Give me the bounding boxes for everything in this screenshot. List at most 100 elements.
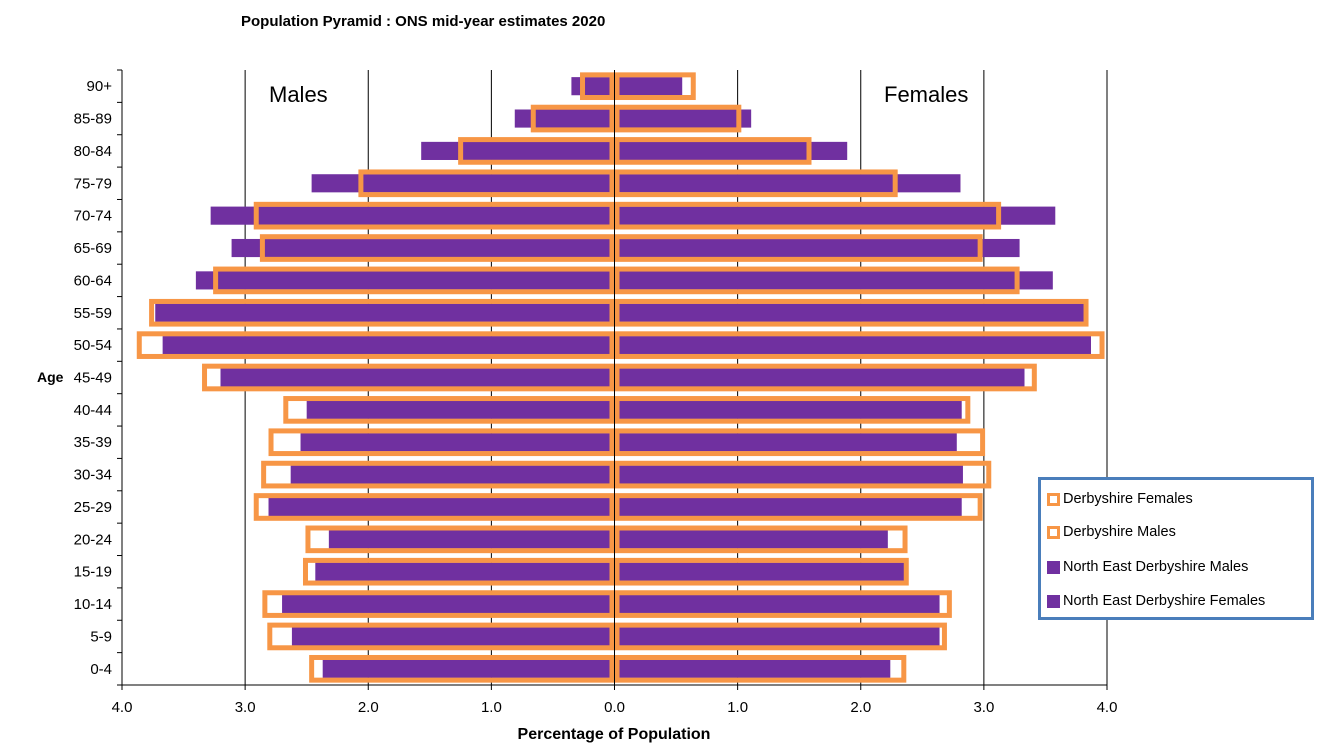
chart-legend: Derbyshire Females Derbyshire Males Nort… [1038, 477, 1314, 620]
bar-ne-males [421, 141, 615, 160]
legend-label: North East Derbyshire Females [1063, 593, 1266, 609]
legend-item-derbyshire-females: Derbyshire Females [1047, 488, 1193, 510]
bar-derbyshire-males [283, 396, 615, 424]
bar-ne-males [322, 659, 615, 678]
bar-ne-females [614, 595, 940, 614]
north-east-derbyshire-bars [155, 77, 1091, 678]
legend-swatch-fill-icon [1047, 560, 1060, 574]
bar-derbyshire-females [614, 525, 908, 554]
bar-derbyshire-males [580, 72, 615, 101]
bar-ne-males [282, 595, 615, 614]
derbyshire-outline-bars [136, 72, 1105, 683]
age-category-label: 5-9 [90, 628, 112, 645]
bar-ne-females [614, 562, 908, 581]
x-tick-label: 3.0 [235, 699, 256, 716]
bar-derbyshire-females [614, 234, 983, 262]
legend-label: Derbyshire Females [1063, 491, 1193, 507]
bar-derbyshire-females [614, 654, 907, 683]
bar-derbyshire-males [259, 234, 615, 262]
bar-ne-females [614, 271, 1053, 290]
bar-derbyshire-males [262, 590, 615, 618]
bar-ne-males [231, 238, 615, 258]
bar-derbyshire-females [614, 590, 952, 618]
x-tick-label: 2.0 [850, 699, 871, 716]
age-category-label: 60-64 [74, 272, 112, 289]
legend-item-ne-derbyshire-females: North East Derbyshire Females [1047, 590, 1265, 612]
bar-derbyshire-males [136, 331, 615, 359]
age-category-label: 50-54 [74, 337, 112, 354]
age-category-label: 75-79 [74, 175, 112, 192]
bar-ne-females [614, 336, 1091, 355]
x-tick-label: 4.0 [1097, 699, 1118, 716]
legend-swatch-outline-icon [1047, 492, 1060, 506]
bar-ne-males [210, 206, 615, 225]
bar-derbyshire-females [614, 201, 1002, 230]
bar-derbyshire-females [614, 460, 992, 489]
age-category-label: 90+ [87, 78, 113, 95]
bar-ne-females [614, 303, 1085, 322]
bar-derbyshire-males [305, 525, 615, 554]
bar-derbyshire-males [530, 104, 615, 133]
bar-derbyshire-males [268, 428, 615, 457]
bar-ne-females [614, 433, 957, 452]
legend-item-ne-derbyshire-males: North East Derbyshire Males [1047, 556, 1248, 578]
legend-label: North East Derbyshire Males [1063, 559, 1249, 575]
bar-ne-males [155, 303, 615, 322]
bar-derbyshire-females [614, 104, 742, 133]
bar-derbyshire-males [213, 266, 615, 295]
age-category-label: 70-74 [74, 208, 112, 225]
age-category-label: 55-59 [74, 305, 112, 322]
bar-ne-females [614, 174, 961, 193]
bar-derbyshire-females [614, 169, 898, 198]
axes: 4.0 3.0 2.0 1.0 0.0 1.0 2.0 3.0 4.0 90+ 85-89 80-84… [74, 69, 1118, 716]
bar-ne-females [614, 77, 683, 96]
bar-derbyshire-females [614, 331, 1105, 359]
bar-ne-females [614, 368, 1025, 387]
bar-derbyshire-females [614, 298, 1089, 327]
bar-ne-males [290, 465, 615, 484]
bar-ne-females [614, 627, 940, 646]
legend-swatch-fill-icon [1047, 594, 1060, 608]
bar-ne-females [614, 465, 963, 484]
legend-item-derbyshire-males: Derbyshire Males [1047, 521, 1176, 543]
bar-ne-males [311, 174, 615, 193]
bar-derbyshire-males [302, 557, 615, 586]
age-category-label: 65-69 [74, 240, 112, 257]
age-category-label: 85-89 [74, 111, 112, 128]
bar-derbyshire-females [614, 493, 983, 521]
bar-ne-males [300, 433, 615, 452]
age-category-label: 25-29 [74, 499, 112, 516]
bar-derbyshire-males [458, 137, 615, 165]
bar-ne-males [291, 627, 615, 646]
bar-derbyshire-females [614, 363, 1037, 392]
bar-derbyshire-males [149, 298, 615, 327]
bar-ne-males [162, 336, 615, 355]
bar-derbyshire-males [261, 460, 615, 489]
bar-ne-females [614, 109, 752, 128]
bar-ne-females [614, 206, 1056, 225]
bar-ne-males [571, 77, 615, 96]
bar-ne-males [315, 562, 615, 581]
bar-ne-females [614, 238, 1020, 258]
bar-ne-males [306, 400, 615, 419]
bar-ne-males [328, 530, 615, 549]
bar-ne-males [268, 497, 615, 517]
females-side-label: Females [884, 82, 968, 107]
bar-derbyshire-males [202, 363, 615, 392]
age-category-label: 45-49 [74, 370, 112, 387]
x-tick-label: 1.0 [481, 699, 502, 716]
x-tick-label: 1.0 [727, 699, 748, 716]
age-category-label: 0-4 [90, 661, 112, 678]
bar-derbyshire-females [614, 557, 909, 586]
x-tick-label: 2.0 [358, 699, 379, 716]
x-tick-label: 3.0 [973, 699, 994, 716]
bar-derbyshire-females [614, 137, 812, 165]
bar-derbyshire-females [614, 266, 1020, 295]
bar-derbyshire-males [309, 654, 615, 683]
age-category-label: 80-84 [74, 143, 112, 160]
bar-ne-females [614, 400, 962, 419]
age-category-label: 15-19 [74, 564, 112, 581]
age-category-label: 35-39 [74, 434, 112, 451]
bar-derbyshire-females [614, 396, 971, 424]
